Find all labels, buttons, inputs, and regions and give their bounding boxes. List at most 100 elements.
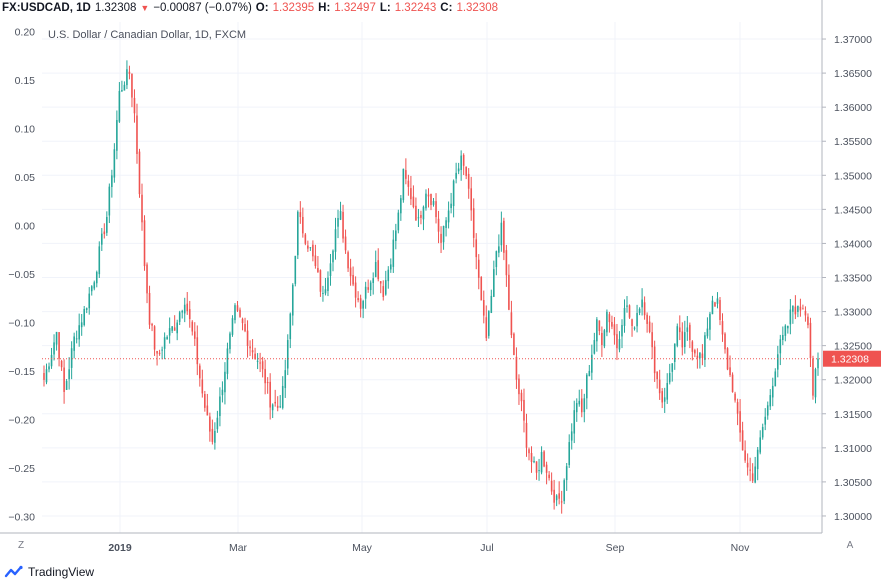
high-value: 1.32497 — [334, 2, 376, 14]
candle-body — [445, 220, 447, 228]
candle-body — [266, 381, 269, 384]
candle-body — [392, 239, 395, 267]
candle-body — [754, 466, 756, 483]
candle-body — [749, 469, 751, 471]
candle-body — [297, 211, 299, 256]
candle-body — [196, 337, 199, 365]
candle-body — [389, 264, 392, 270]
candle-body — [553, 489, 555, 503]
candle-body — [98, 246, 101, 275]
candle-body — [334, 229, 337, 252]
candle-body — [513, 333, 515, 356]
candle-body — [490, 295, 493, 313]
candle-body — [276, 405, 279, 408]
candle-body — [809, 322, 812, 359]
candle-body — [48, 366, 50, 370]
tradingview-brand[interactable]: TradingView — [4, 565, 94, 579]
candle-body — [794, 306, 797, 315]
candle-body — [221, 389, 224, 396]
candle-body — [618, 339, 621, 350]
candle-body — [568, 442, 571, 466]
candle-body — [133, 97, 136, 114]
candle-body — [658, 379, 661, 394]
candle-body — [450, 203, 452, 209]
price-chart[interactable]: 1.37000 1.36500 1.36000 1.35500 1.35000 1.345… — [0, 0, 882, 560]
candle-body — [626, 305, 628, 307]
candle-body — [596, 319, 598, 342]
candle-body — [415, 205, 417, 221]
candle-body — [199, 365, 201, 379]
candle-body — [601, 332, 603, 346]
candle-body — [65, 381, 68, 390]
candle-body — [575, 403, 578, 413]
candle-body — [256, 360, 259, 362]
candle-body — [55, 331, 58, 345]
candle-body — [151, 323, 153, 326]
candle-body — [528, 449, 530, 454]
candle-body — [214, 430, 216, 443]
left-tick-label: −0.30 — [8, 512, 35, 524]
candle-body — [410, 188, 412, 200]
candle-body — [181, 310, 184, 313]
candle-body — [729, 367, 731, 376]
candle-body — [153, 326, 156, 350]
candle-body — [156, 350, 158, 354]
candle-body — [324, 289, 327, 294]
candle-body — [103, 231, 106, 235]
candle-body — [616, 334, 618, 349]
chart-area[interactable]: 1.37000 1.36500 1.36000 1.35500 1.35000 1.345… — [0, 0, 882, 560]
candle-body — [487, 311, 490, 336]
candle-body — [379, 281, 382, 284]
candle-body — [93, 282, 96, 289]
candle-body — [724, 333, 726, 350]
candle-body — [636, 312, 638, 327]
candle-body — [540, 451, 543, 473]
candle-body — [734, 393, 736, 401]
last-price-tag-label: 1.32308 — [831, 354, 869, 366]
candle-body — [435, 201, 437, 218]
candle-body — [121, 90, 123, 92]
candle-body — [264, 368, 266, 384]
candle-body — [493, 269, 495, 297]
candle-body — [779, 339, 782, 354]
candle-body — [307, 245, 309, 249]
left-tick-label: 0.20 — [15, 27, 36, 39]
candle-body — [113, 149, 116, 178]
candle-body — [354, 282, 357, 298]
candle-body — [163, 337, 166, 349]
candle-body — [430, 193, 432, 206]
candle-body — [666, 383, 669, 400]
candle-body — [648, 321, 651, 332]
candle-body — [188, 309, 191, 320]
right-tick-label: 1.30500 — [834, 477, 872, 489]
candle-body — [782, 335, 784, 340]
candle-body — [769, 395, 772, 407]
candle-body — [246, 330, 249, 346]
candle-body — [555, 495, 558, 501]
low-label: L: — [379, 2, 391, 14]
close-value: 1.32308 — [456, 2, 499, 14]
tradingview-label: TradingView — [28, 565, 95, 579]
candle-body — [219, 396, 221, 417]
auto-scale-button[interactable]: A — [846, 540, 854, 551]
symbol-label[interactable]: FX:USDCAD, 1D — [2, 2, 91, 14]
right-tick-label: 1.32500 — [834, 341, 872, 353]
candle-body — [88, 293, 91, 309]
candle-body — [560, 501, 563, 503]
right-tick-label: 1.37000 — [834, 34, 872, 46]
candle-body — [694, 350, 696, 354]
candle-body — [136, 115, 138, 154]
footer: TradingView — [0, 562, 882, 582]
candle-body — [558, 493, 560, 499]
scale-left-button[interactable]: Z — [17, 540, 25, 551]
candle-body — [337, 218, 339, 227]
candle-body — [412, 196, 415, 207]
candle-body — [498, 246, 500, 253]
candle-body — [397, 212, 400, 231]
candle-body — [146, 264, 148, 294]
tradingview-logo-icon — [4, 565, 23, 578]
candle-body — [774, 371, 777, 387]
candle-body — [704, 335, 706, 360]
candle-body — [75, 338, 78, 340]
candle-body — [377, 260, 380, 280]
